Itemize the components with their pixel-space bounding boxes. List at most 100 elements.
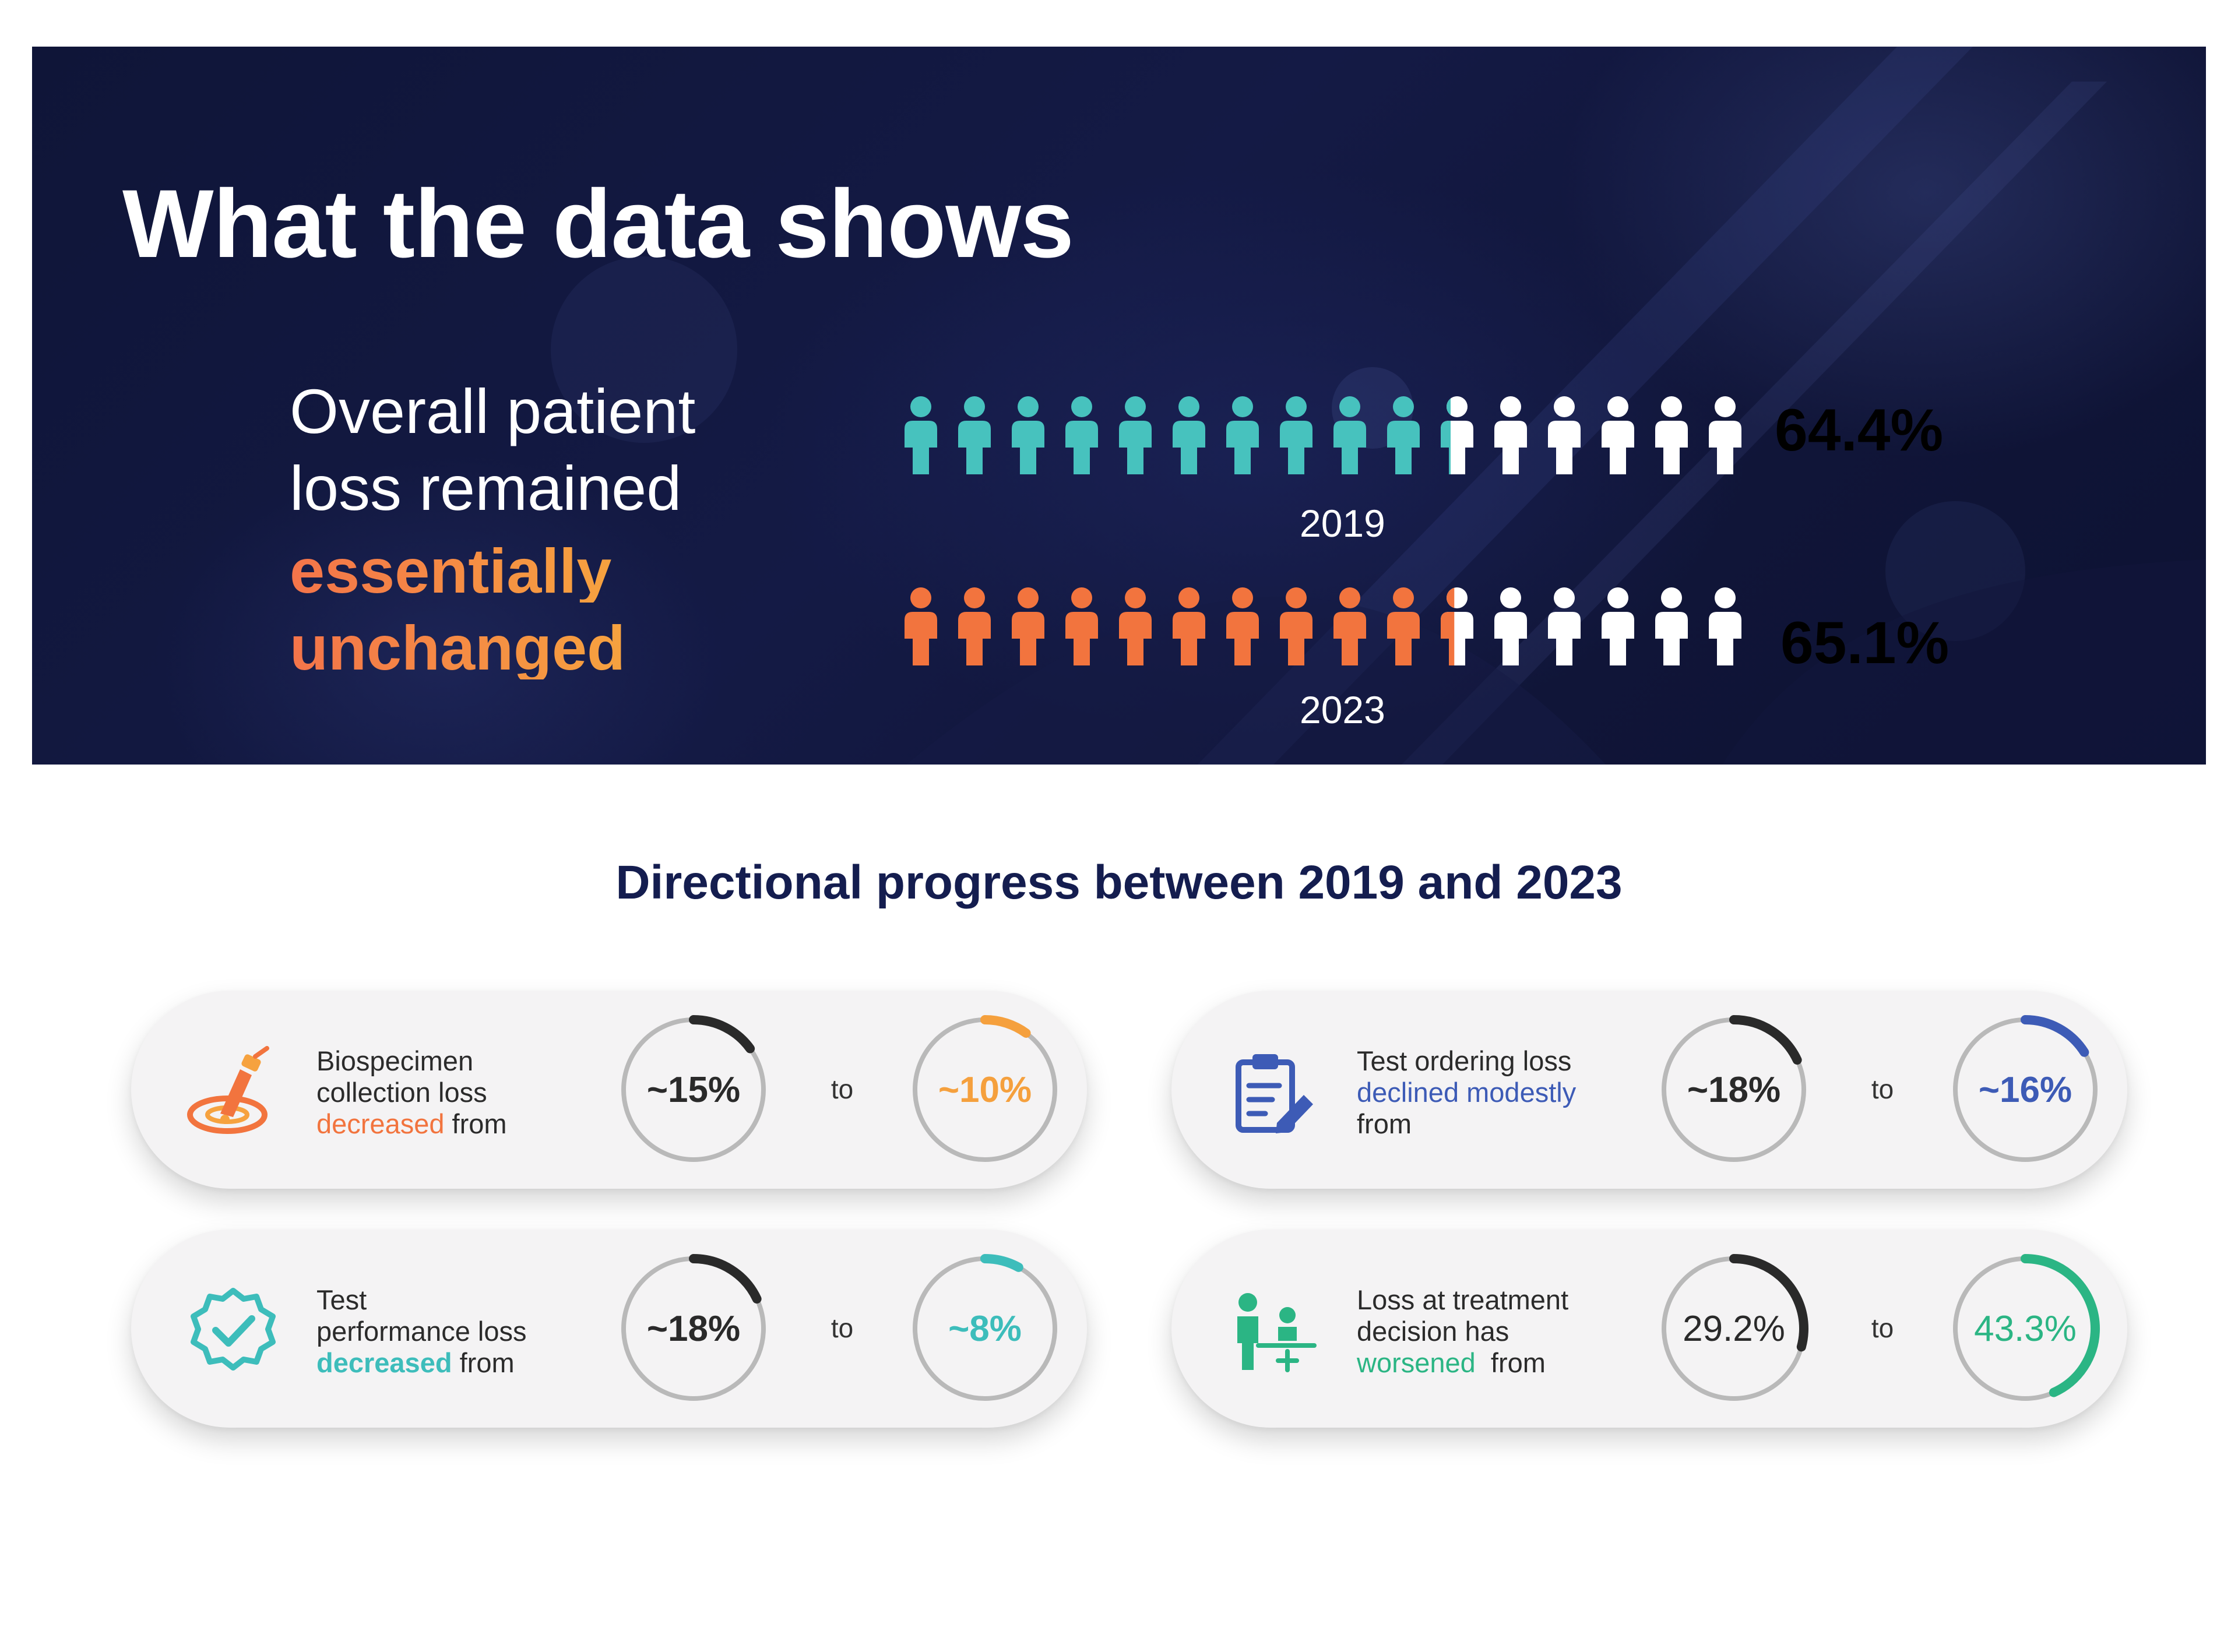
ring-gauge [910, 1015, 1060, 1164]
ring-gauge [619, 1015, 768, 1164]
ring-gauge [619, 1254, 768, 1403]
card-text-line: decision has [1357, 1316, 1509, 1347]
person-icon [1119, 396, 1152, 474]
person-icon [1441, 587, 1473, 665]
ring-to-value: ~16% [1978, 1069, 2072, 1110]
card-text-line: decreased from [316, 1347, 620, 1379]
card-text-line: Test ordering loss [1357, 1045, 1572, 1076]
card-description: Test ordering loss declined modestly fro… [1357, 1045, 1660, 1140]
card-description: Test performance loss decreased from [316, 1284, 620, 1379]
card-text-line: performance loss [316, 1316, 527, 1347]
person-icon [905, 587, 937, 665]
card-biospecimen-collection: Biospecimen collection loss decreased fr… [131, 991, 1087, 1189]
card-text-suffix: from [444, 1108, 507, 1139]
ring-to-value: ~10% [938, 1069, 1032, 1110]
clipboard-edit-icon [1236, 1054, 1313, 1133]
person-icon [1709, 396, 1741, 474]
people-pictograph [905, 396, 1741, 665]
people-row-2023 [905, 587, 1741, 665]
card-text-line: Test [316, 1284, 367, 1315]
card-test-performance: Test performance loss decreased from ~18… [131, 1230, 1087, 1428]
person-icon [1387, 587, 1420, 665]
card-treatment-decision: Loss at treatment decision has worsened … [1171, 1230, 2127, 1428]
biospecimen-collection-icon [187, 1046, 269, 1134]
ring-from: ~18% [1658, 1014, 1810, 1165]
section-title: Directional progress between 2019 and 20… [615, 856, 1623, 909]
ring-to: ~16% [1950, 1014, 2101, 1165]
data-banner: What the data shows Overall patient loss… [32, 47, 2206, 765]
pct-2023: 65.1% [1780, 610, 1950, 676]
person-icon [1226, 587, 1259, 665]
card-text-suffix: from [452, 1347, 515, 1378]
treatment-decision-icon [1237, 1293, 1317, 1372]
ring-gauge [1951, 1015, 2100, 1164]
ring-gauge [910, 1254, 1060, 1403]
card-highlight: decreased [316, 1108, 445, 1139]
card-text-suffix: from [1475, 1347, 1546, 1378]
card-text-line: collection loss [316, 1077, 487, 1108]
lead-highlight-line-2: unchanged [290, 612, 626, 683]
card-highlight: declined modestly [1357, 1077, 1577, 1108]
ring-gauge [1951, 1254, 2100, 1403]
year-label-2019: 2019 [1300, 502, 1385, 545]
ring-to: 43.3% [1950, 1253, 2101, 1404]
card-text-line: Loss at treatment [1357, 1284, 1569, 1315]
to-label: to [1871, 1313, 1894, 1343]
person-icon [1548, 587, 1581, 665]
card-highlight: worsened [1357, 1347, 1476, 1378]
person-icon [1173, 396, 1205, 474]
person-icon [1494, 396, 1527, 474]
person-icon [1226, 396, 1259, 474]
person-icon [1173, 587, 1205, 665]
card-text-line: worsened from [1357, 1347, 1660, 1379]
ring-from-value: ~18% [1687, 1069, 1781, 1110]
ring-from: 29.2% [1658, 1253, 1810, 1404]
person-icon [1012, 587, 1044, 665]
person-icon [1602, 396, 1634, 474]
lead-highlight-line-1: essentially [290, 536, 612, 606]
person-icon [958, 587, 991, 665]
pct-2019: 64.4% [1775, 397, 1944, 463]
card-description: Biospecimen collection loss decreased fr… [316, 1045, 620, 1140]
banner-background-art [551, 47, 2206, 765]
people-row-2019 [905, 396, 1741, 474]
ring-to-value: 43.3% [1974, 1308, 2077, 1349]
person-icon [1387, 396, 1420, 474]
person-icon [1709, 587, 1741, 665]
ring-from: ~18% [618, 1253, 769, 1404]
ring-from: ~15% [618, 1014, 769, 1165]
ring-gauge [1659, 1015, 1808, 1164]
ring-from-value: ~18% [646, 1308, 741, 1349]
person-icon [1012, 396, 1044, 474]
person-icon [1065, 587, 1098, 665]
person-icon [1333, 587, 1366, 665]
person-icon [1333, 396, 1366, 474]
ring-to: ~8% [909, 1253, 1061, 1404]
person-icon [1441, 396, 1473, 474]
to-label: to [1871, 1074, 1894, 1104]
card-text-line: decreased from [316, 1108, 620, 1140]
person-icon [905, 396, 937, 474]
person-icon [1065, 396, 1098, 474]
ring-from-value: 29.2% [1683, 1308, 1785, 1349]
person-icon [958, 396, 991, 474]
card-text-line: Biospecimen [316, 1045, 474, 1076]
banner-title: What the data shows [122, 170, 1074, 278]
to-label: to [831, 1074, 854, 1104]
verified-badge-icon [191, 1288, 276, 1371]
card-test-ordering: Test ordering loss declined modestly fro… [1171, 991, 2127, 1189]
person-icon [1548, 396, 1581, 474]
person-icon [1494, 587, 1527, 665]
person-icon [1280, 587, 1312, 665]
card-description: Loss at treatment decision has worsened … [1357, 1284, 1660, 1379]
to-label: to [831, 1313, 854, 1343]
card-highlight: decreased [316, 1347, 452, 1378]
lead-text-line-2: loss remained [290, 453, 682, 523]
card-text-line: from [1357, 1108, 1412, 1139]
ring-to-value: ~8% [948, 1308, 1022, 1349]
person-icon [1119, 587, 1152, 665]
ring-to: ~10% [909, 1014, 1061, 1165]
person-icon [1280, 396, 1312, 474]
person-icon [1655, 587, 1688, 665]
year-label-2023: 2023 [1300, 688, 1385, 731]
